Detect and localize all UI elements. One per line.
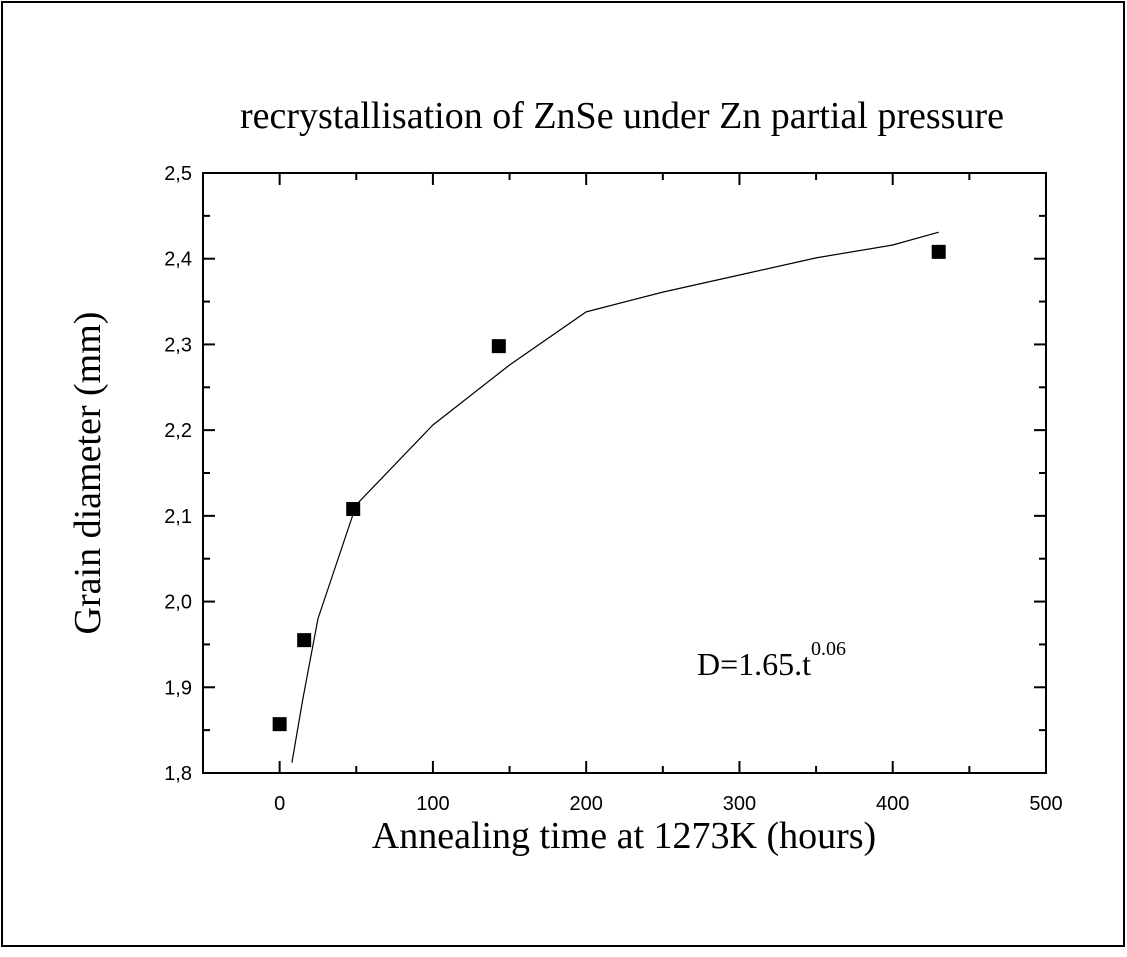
- annotation-sup: 0.06: [811, 638, 846, 660]
- y-axis-label: Grain diameter (mm): [67, 312, 109, 635]
- x-tick-label: 400: [876, 793, 909, 815]
- data-point: [346, 502, 361, 516]
- chart-title: recrystallisation of ZnSe under Zn parti…: [240, 95, 1004, 137]
- plot-area: [202, 172, 1047, 774]
- annotation: D=1.65.t0.06: [697, 638, 846, 682]
- y-tick-label: 2,2: [164, 420, 192, 442]
- x-tick-label: 200: [569, 793, 602, 815]
- data-point: [272, 717, 287, 732]
- data-point: [297, 633, 312, 648]
- x-tick-label: 100: [416, 793, 449, 815]
- y-tick-label: 1,8: [164, 763, 192, 785]
- data-point: [491, 339, 506, 354]
- data-point: [931, 244, 946, 259]
- y-tick-label: 2,5: [164, 163, 192, 185]
- annotation-base: D=1.65.t: [697, 646, 811, 682]
- x-tick-label: 500: [1029, 793, 1062, 815]
- y-tick-label: 2,1: [164, 506, 192, 528]
- y-tick-label: 2,4: [164, 249, 192, 271]
- x-axis-label: Annealing time at 1273K (hours): [372, 815, 876, 857]
- y-tick-label: 2,0: [164, 592, 192, 614]
- x-tick-label: 0: [274, 793, 285, 815]
- y-tick-label: 1,9: [164, 677, 192, 699]
- x-tick-label: 300: [723, 793, 756, 815]
- y-tick-label: 2,3: [164, 334, 192, 356]
- fit-line: [291, 231, 939, 763]
